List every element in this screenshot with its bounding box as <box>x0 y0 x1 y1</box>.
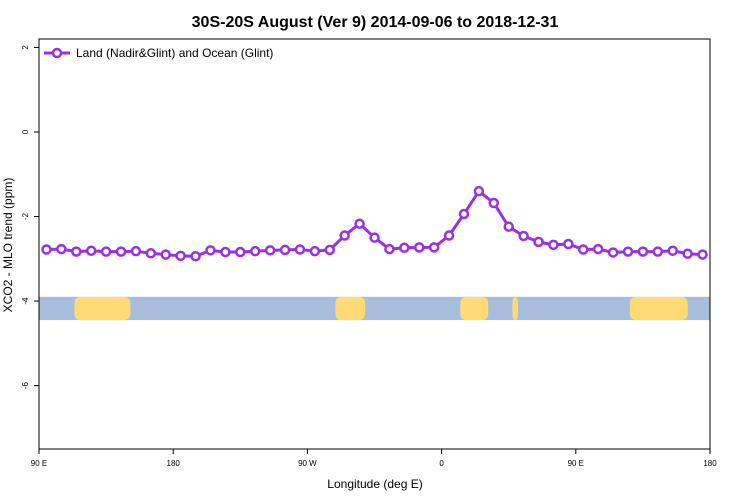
data-point <box>384 243 395 255</box>
data-point <box>71 246 82 257</box>
legend-label: Land (Nadir&Glint) and Ocean (Glint) <box>76 46 273 60</box>
data-point <box>369 232 380 243</box>
y-tick-label: -6 <box>21 381 30 389</box>
series-layer <box>41 185 708 262</box>
x-tick-label: 90 E <box>31 459 47 468</box>
data-point <box>220 246 231 258</box>
data-point <box>637 246 649 257</box>
data-point <box>235 246 246 258</box>
legend-marker <box>51 47 63 59</box>
data-point <box>85 245 97 257</box>
data-point <box>667 245 678 257</box>
data-point <box>399 242 410 254</box>
map-land <box>74 296 131 321</box>
data-point <box>41 244 52 255</box>
data-point <box>592 243 604 255</box>
data-point <box>160 249 171 260</box>
map-ocean <box>39 296 710 321</box>
data-point <box>249 245 261 257</box>
data-point <box>473 185 485 197</box>
x-axis-label: Longitude (deg E) <box>327 477 422 491</box>
legend: Land (Nadir&Glint) and Ocean (Glint) <box>44 46 273 60</box>
data-point <box>682 248 693 259</box>
chart-title: 30S-20S August (Ver 9) 2014-09-06 to 201… <box>192 14 559 31</box>
x-tick-label: 0 <box>439 459 444 468</box>
data-point <box>563 238 574 250</box>
data-point <box>697 249 708 260</box>
data-point <box>413 242 425 253</box>
data-point <box>190 251 201 262</box>
data-point <box>518 230 529 242</box>
y-tick-label: -2 <box>21 212 30 220</box>
data-point <box>205 245 216 256</box>
data-point <box>175 250 186 262</box>
data-point <box>100 246 112 257</box>
data-point <box>428 242 440 253</box>
data-point <box>652 246 664 257</box>
data-point <box>115 246 127 257</box>
data-point <box>548 239 559 251</box>
world-map-strip <box>39 296 710 321</box>
y-tick-label: 2 <box>21 45 30 50</box>
x-tick-label: 180 <box>703 459 717 468</box>
data-point <box>339 230 350 241</box>
y-axis-label: XCO2 - MLO trend (ppm) <box>1 178 15 313</box>
data-point <box>264 245 276 256</box>
data-point <box>354 218 365 229</box>
data-point <box>130 245 142 257</box>
data-point <box>607 247 619 258</box>
data-point <box>622 246 634 257</box>
x-tick-label: 90 W <box>298 459 317 468</box>
data-point <box>324 244 336 256</box>
map-land <box>460 296 489 321</box>
x-tick-label: 180 <box>167 459 181 468</box>
data-point <box>56 243 67 255</box>
data-point <box>488 197 500 209</box>
plot-frame <box>38 38 711 450</box>
data-point <box>145 248 157 259</box>
axes-layer: 90 E 180 90 W 0 90 E 180 2 0 -2 -4 -6 <box>21 45 717 468</box>
series-line <box>46 189 703 258</box>
map-land <box>629 296 688 321</box>
map-land <box>335 296 366 321</box>
y-tick-label: -4 <box>21 297 30 305</box>
data-point <box>309 245 321 257</box>
data-point <box>578 244 589 255</box>
data-point <box>443 230 455 241</box>
x-tick-label: 90 E <box>568 459 584 468</box>
y-tick-label: 0 <box>21 129 30 134</box>
map-land <box>512 296 519 321</box>
data-point <box>533 236 544 248</box>
data-point <box>503 221 514 232</box>
data-point <box>279 244 291 256</box>
data-point <box>458 208 470 220</box>
data-point <box>294 244 306 255</box>
